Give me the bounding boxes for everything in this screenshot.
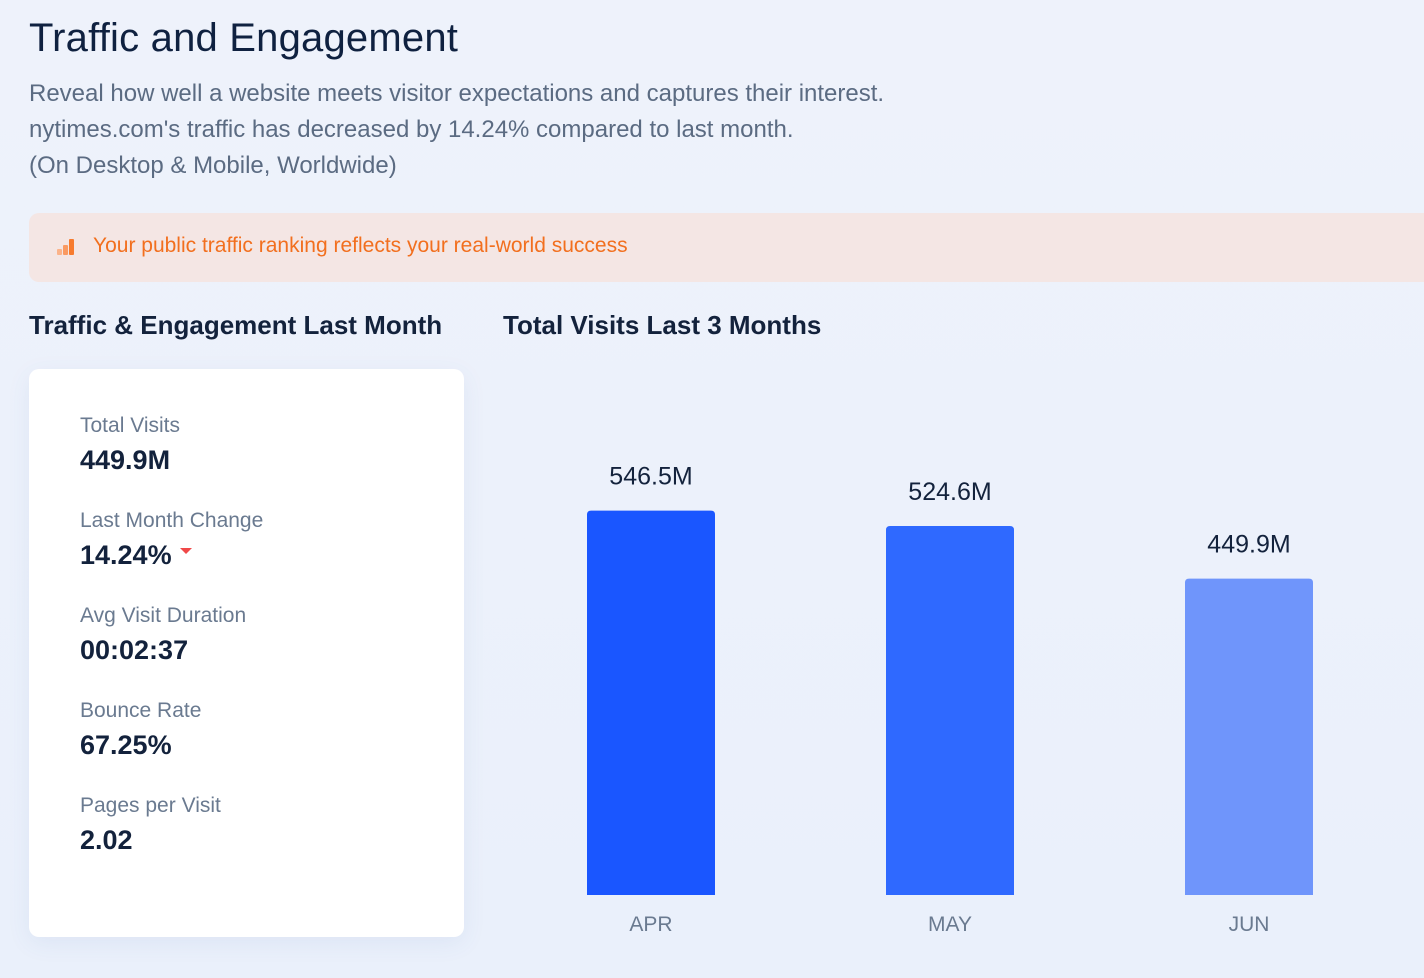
bar-apr[interactable] <box>587 510 715 895</box>
metric-value: 14.24% <box>80 538 263 572</box>
bar-chart-icon <box>57 239 75 255</box>
bar-jun[interactable] <box>1185 578 1313 895</box>
metric-label: Pages per Visit <box>80 794 221 817</box>
metric-label: Last Month Change <box>80 509 264 532</box>
traffic-change-summary: nytimes.com's traffic has decreased by 1… <box>29 116 794 143</box>
category-label: APR <box>629 913 672 936</box>
bar-may[interactable] <box>886 526 1014 895</box>
category-label: MAY <box>928 913 972 936</box>
metric-last-month-change: Last Month Change 14.24% <box>80 508 263 572</box>
metric-value: 00:02:37 <box>80 635 189 665</box>
down-arrow-icon <box>179 548 192 554</box>
chart-section-title: Total Visits Last 3 Months <box>503 310 822 340</box>
bar-value-label: 449.9M <box>1207 531 1290 559</box>
bar-value-label: 524.6M <box>908 478 991 506</box>
metric-label: Avg Visit Duration <box>80 604 247 627</box>
metric-bounce-rate: Bounce Rate 67.25% <box>80 698 201 762</box>
page-description: Reveal how well a website meets visitor … <box>29 80 885 107</box>
metric-total-visits: Total Visits 449.9M <box>80 413 180 477</box>
metrics-card: Total Visits 449.9M Last Month Change 14… <box>29 369 464 937</box>
ranking-banner[interactable]: Your public traffic ranking reflects you… <box>29 213 1424 282</box>
metric-value: 2.02 <box>80 825 133 855</box>
bar-value-label: 546.5M <box>609 463 692 491</box>
metric-value: 449.9M <box>80 445 171 475</box>
banner-text: Your public traffic ranking reflects you… <box>93 234 628 257</box>
metrics-section-title: Traffic & Engagement Last Month <box>29 310 443 340</box>
metric-avg-visit-duration: Avg Visit Duration 00:02:37 <box>80 603 246 667</box>
page-title: Traffic and Engagement <box>29 16 459 60</box>
total-visits-chart: 546.5M APR 524.6M MAY 449.9M JUN <box>587 463 1313 936</box>
scope-note: (On Desktop & Mobile, Worldwide) <box>29 152 397 179</box>
metric-pages-per-visit: Pages per Visit 2.02 <box>80 793 221 857</box>
metric-value: 67.25% <box>80 730 172 760</box>
metric-label: Bounce Rate <box>80 699 202 722</box>
category-label: JUN <box>1229 913 1270 936</box>
metric-label: Total Visits <box>80 414 180 437</box>
